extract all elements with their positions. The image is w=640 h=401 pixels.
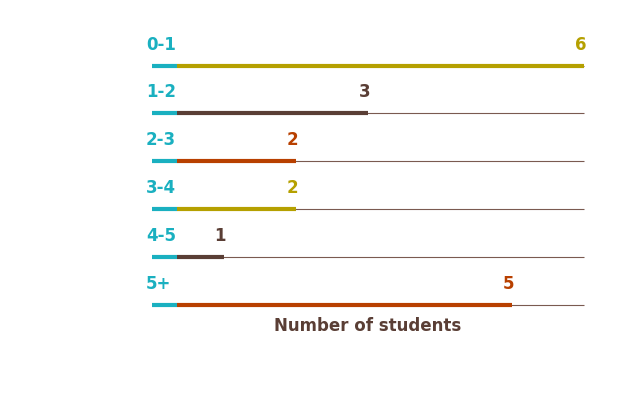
Text: 1: 1 (214, 227, 226, 245)
Text: 2-3: 2-3 (146, 132, 176, 149)
Text: 1-2: 1-2 (146, 83, 176, 101)
Text: 0-1: 0-1 (146, 36, 176, 54)
Text: Number of students: Number of students (275, 318, 461, 335)
Text: 2: 2 (287, 132, 298, 149)
Text: 5+: 5+ (146, 275, 172, 293)
Text: 3: 3 (358, 83, 370, 101)
Text: 5: 5 (503, 275, 515, 293)
Text: 6: 6 (575, 36, 586, 54)
Text: 2: 2 (287, 179, 298, 197)
Text: 3-4: 3-4 (146, 179, 176, 197)
Text: 4-5: 4-5 (146, 227, 176, 245)
